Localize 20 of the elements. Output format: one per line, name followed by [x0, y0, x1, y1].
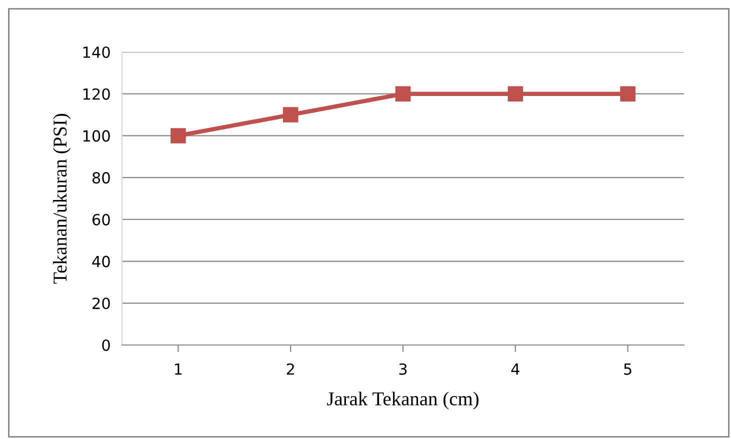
point	[508, 86, 524, 102]
y-tick-label: 80	[92, 172, 110, 184]
point	[395, 86, 411, 102]
y-tick-label: 20	[92, 298, 110, 310]
x-tick-label: 1	[175, 364, 182, 375]
point	[170, 128, 186, 144]
y-tick-label: 120	[83, 88, 110, 100]
x-tick-label: 5	[624, 364, 632, 375]
y-tick-label: 60	[92, 214, 110, 226]
y-tick-label: 140	[83, 46, 110, 58]
x-tick-label: 2	[286, 363, 294, 375]
x-tick-label: 4	[511, 364, 520, 375]
y-axis-title: Tekanan/ukuran (PSI)	[52, 114, 71, 284]
y-tick-label: 0	[102, 339, 110, 352]
x-axis-title: Jarak Tekanan (cm)	[327, 392, 478, 410]
point	[282, 107, 298, 122]
x-tick-label: 3	[399, 363, 407, 375]
y-tick-label: 100	[83, 130, 110, 142]
point	[620, 86, 636, 102]
y-tick-label: 40	[92, 256, 110, 268]
